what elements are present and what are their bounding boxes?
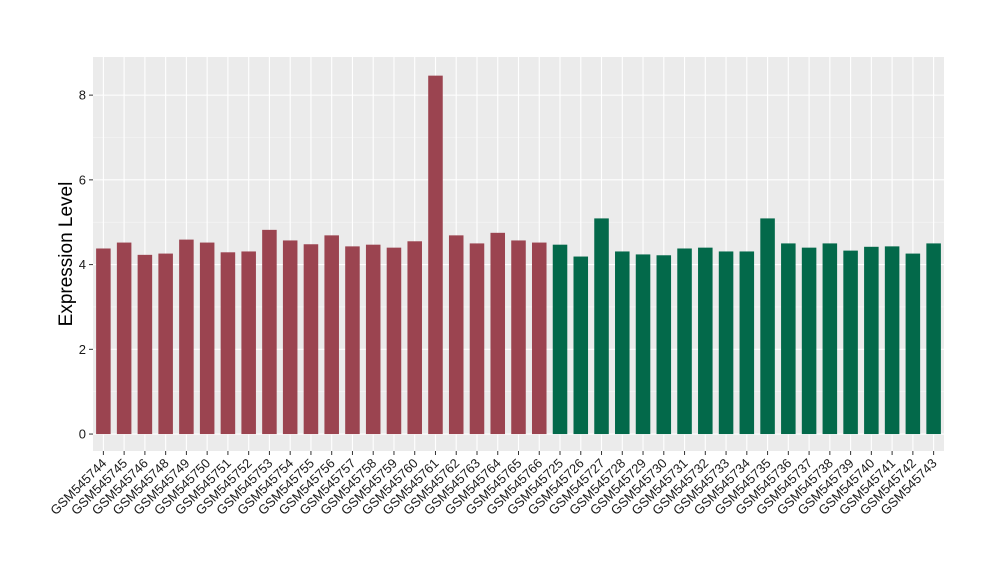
bar [407, 241, 422, 435]
bar [303, 244, 319, 435]
bar [635, 254, 651, 435]
bar [801, 247, 817, 435]
bar [905, 253, 921, 435]
bar [843, 250, 858, 435]
bar [262, 229, 277, 435]
bar [116, 242, 132, 435]
y-tick-label: 6 [79, 172, 86, 187]
bar [428, 75, 443, 435]
bar [324, 235, 339, 435]
bar [531, 242, 547, 435]
bar [199, 242, 215, 435]
bar [96, 248, 111, 435]
y-tick-label: 0 [79, 427, 86, 442]
y-tick-label: 4 [79, 257, 86, 272]
bar [698, 247, 713, 435]
bar [656, 255, 672, 435]
bar [241, 251, 256, 435]
bar [137, 254, 153, 435]
bar [552, 244, 568, 435]
y-tick-label: 2 [79, 342, 86, 357]
bar [282, 240, 298, 435]
bar [718, 251, 734, 435]
y-tick-label: 8 [79, 88, 86, 103]
bar [345, 246, 360, 435]
bar [469, 243, 485, 435]
bar [158, 253, 173, 435]
bar [926, 243, 941, 435]
y-axis: 0 2 4 6 8 [79, 88, 93, 442]
bars [96, 75, 941, 435]
bar [864, 246, 879, 435]
bar [884, 246, 900, 435]
bar [760, 218, 775, 435]
bar [573, 256, 589, 435]
bar [822, 243, 838, 435]
x-axis: GSM545744GSM545745GSM545746GSM545748GSM5… [47, 451, 940, 518]
bar [386, 247, 402, 435]
bar [781, 243, 796, 435]
bar [511, 240, 526, 435]
y-axis-title: Expression Level [56, 182, 77, 327]
bar [179, 239, 194, 435]
bar [220, 252, 236, 435]
bar [365, 244, 381, 435]
bar [615, 251, 630, 435]
bar [448, 235, 464, 435]
bar [594, 218, 609, 435]
bar [677, 248, 692, 435]
bar [490, 232, 506, 435]
bar [739, 251, 755, 435]
